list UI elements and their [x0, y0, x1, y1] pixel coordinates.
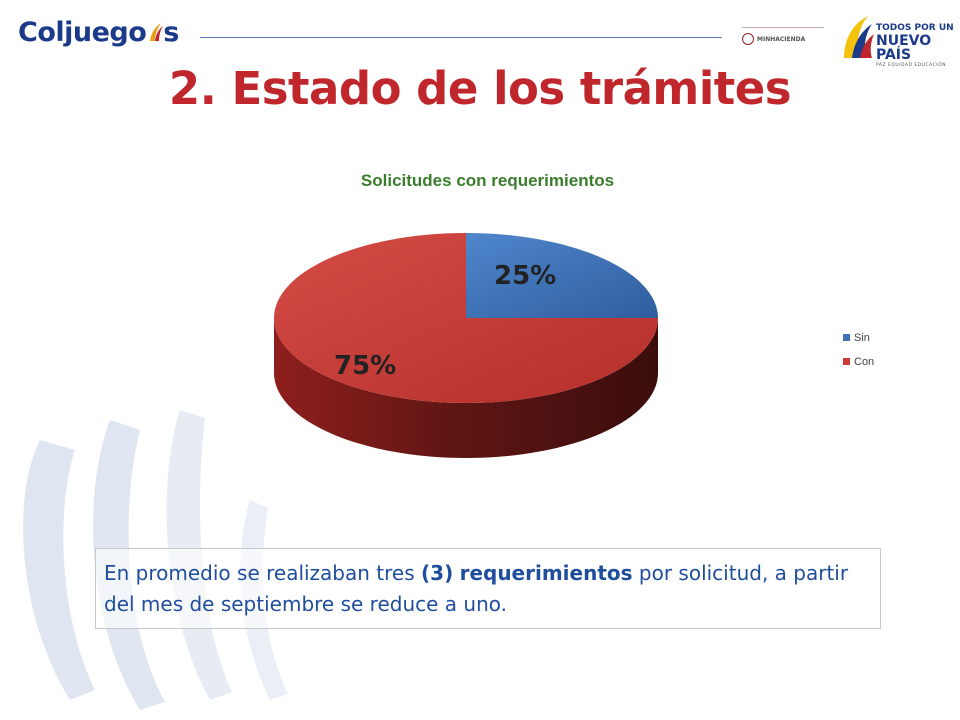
seal-icon — [742, 33, 754, 45]
gov-line3: PAZ EQUIDAD EDUCACIÓN — [876, 63, 947, 68]
header-divider — [200, 37, 722, 38]
coljuegos-logo: Colj uego s — [18, 14, 179, 50]
coljuegos-swoosh-icon — [150, 23, 164, 41]
pie-side-wall — [274, 318, 658, 458]
chart-title: Solicitudes con requerimientos — [360, 171, 615, 190]
pie-label-sin: 25% — [494, 261, 556, 291]
summary-note: En promedio se realizaban tres (3) reque… — [95, 548, 881, 629]
minhacienda-logo: MINHACIENDA — [742, 28, 824, 50]
gov-line1: TODOS POR UN — [876, 23, 954, 33]
minhacienda-label: MINHACIENDA — [757, 35, 806, 43]
pie-slice-con — [274, 233, 658, 403]
note-bold-term: requerimientos — [459, 561, 633, 585]
note-text-3: por solicitud, a partir del mes de septi… — [104, 561, 849, 616]
legend-label-con: Con — [854, 356, 874, 368]
legend-swatch-sin — [843, 334, 850, 341]
pie-group: 25% 75% — [274, 233, 658, 458]
legend-swatch-con — [843, 358, 850, 365]
note-bold-count: (3) — [421, 561, 454, 585]
pie-label-con: 75% — [334, 351, 396, 381]
gov-slogan: TODOS POR UN NUEVO PAÍS PAZ EQUIDAD EDUC… — [876, 24, 960, 69]
brand-text: Colj — [18, 16, 73, 48]
minhacienda-divider — [742, 27, 824, 28]
legend-label-sin: Sin — [854, 332, 870, 344]
brand-text-middle: uego — [72, 16, 147, 48]
gov-line2: NUEVO PAÍS — [876, 33, 932, 63]
chart-legend: Sin Con — [843, 332, 874, 368]
note-text-1: En promedio se realizaban tres — [104, 561, 422, 585]
pie-slice-sin — [466, 233, 658, 318]
page-title: 2. Estado de los trámites — [168, 62, 792, 115]
gov-flag-logo-icon — [844, 16, 874, 58]
brand-tail: s — [163, 16, 180, 48]
